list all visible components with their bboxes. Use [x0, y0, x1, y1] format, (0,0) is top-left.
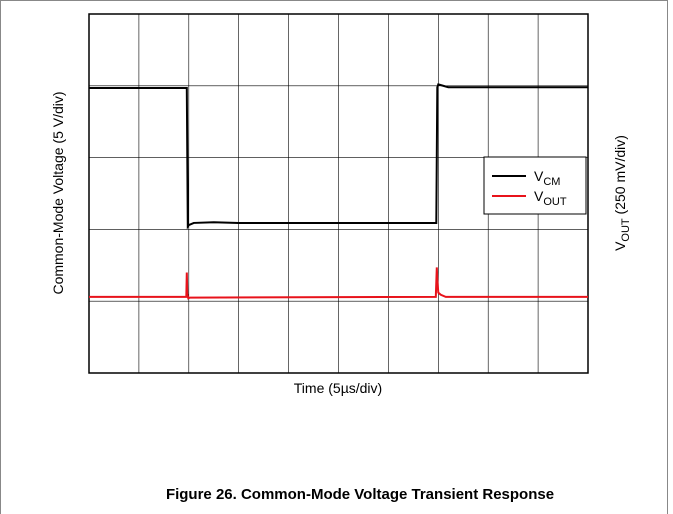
y-axis-label: Common-Mode Voltage (5 V/div) — [50, 91, 66, 294]
x-axis-label: Time (5µs/div) — [294, 380, 382, 396]
legend-label: VOUT — [534, 188, 567, 208]
legend-label: VCM — [534, 168, 560, 188]
legend-box — [483, 156, 587, 215]
trace — [89, 83, 588, 230]
y2-axis-label: VOUT (250 mV/div) — [612, 135, 632, 251]
caption: Figure 26. Common-Mode Voltage Transient… — [166, 486, 554, 503]
trace — [89, 267, 588, 300]
plot-border — [88, 13, 589, 374]
